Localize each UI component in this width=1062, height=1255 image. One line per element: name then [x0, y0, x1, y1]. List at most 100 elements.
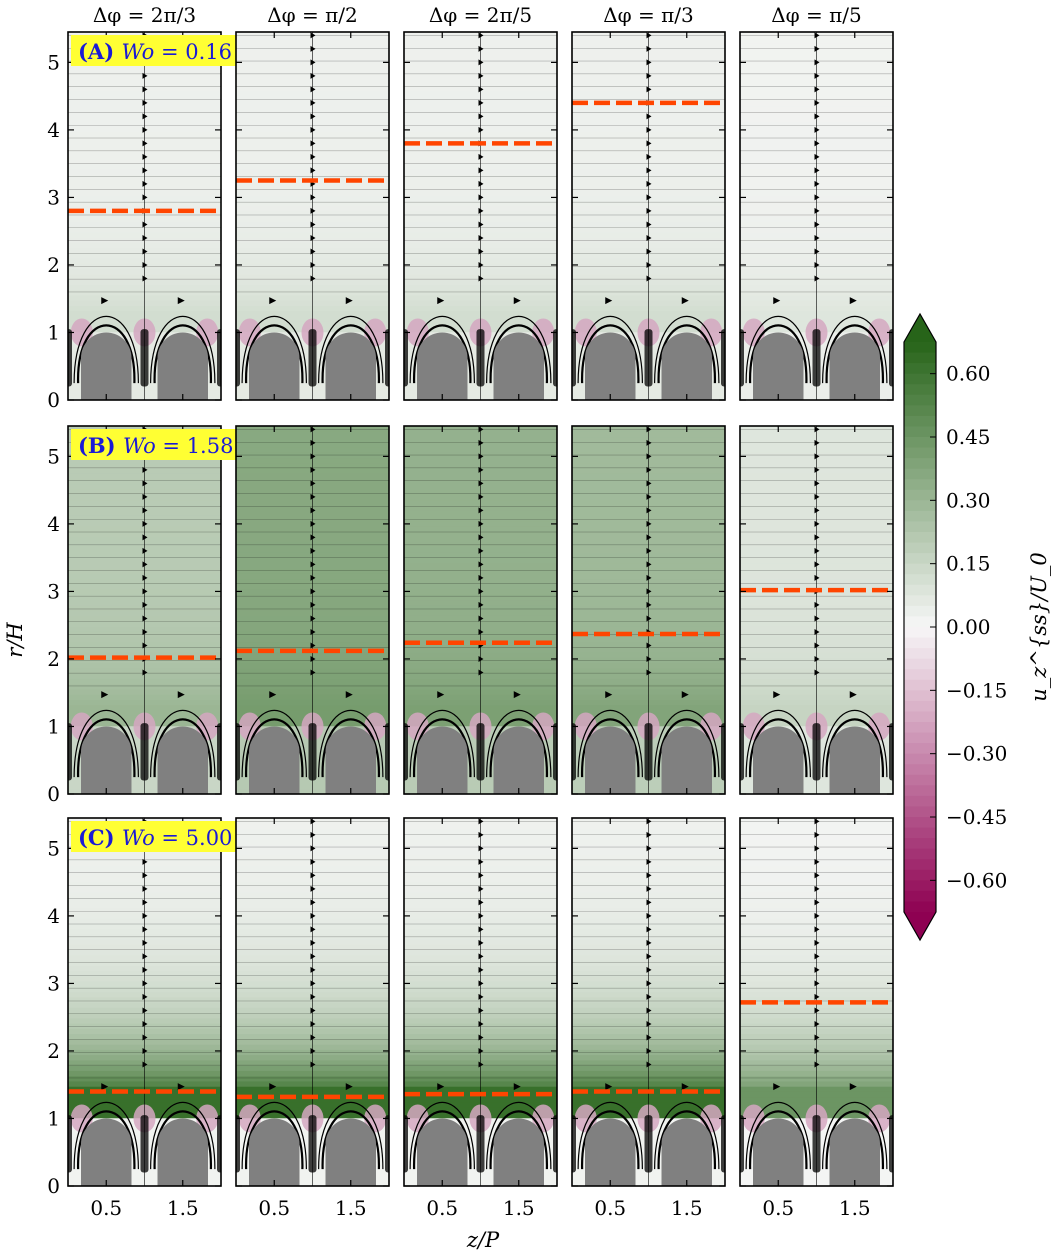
flow-arrow	[142, 194, 148, 201]
flow-arrow	[142, 99, 148, 106]
gap-streak	[740, 723, 744, 781]
flow-arrow	[269, 691, 277, 699]
panel-b-4	[571, 425, 726, 795]
flow-arrow	[478, 45, 484, 52]
obstacle	[493, 1118, 544, 1186]
flow-arrow	[310, 113, 316, 120]
panel-frame	[739, 31, 894, 401]
flow-arrow	[605, 297, 613, 305]
flow-arrow	[773, 691, 781, 699]
flow-arrow	[478, 818, 484, 825]
vortex-streamline	[241, 1101, 307, 1170]
flow-arrow	[345, 1083, 353, 1091]
flow-arrow	[646, 45, 652, 52]
flow-arrow	[814, 1020, 820, 1027]
flow-arrow	[310, 885, 316, 892]
flow-arrow	[310, 248, 316, 255]
flow-arrow	[310, 899, 316, 906]
colorbar-segment	[904, 795, 936, 807]
flow-arrow	[814, 953, 820, 960]
flow-arrow	[646, 561, 652, 568]
vortex-streamline	[73, 1101, 139, 1170]
colorbar-segment	[904, 479, 936, 491]
flow-arrow	[142, 615, 148, 622]
flow-arrow	[142, 1061, 148, 1068]
gap-streak	[889, 1115, 893, 1173]
gap-streak	[385, 723, 389, 781]
flow-arrow	[478, 1007, 484, 1014]
flow-arrow	[814, 926, 820, 933]
colorbar-segment	[904, 838, 936, 850]
flow-arrow	[646, 261, 652, 268]
flow-arrow	[646, 1020, 652, 1027]
flow-arrow	[814, 912, 820, 919]
gap-streak	[68, 329, 72, 387]
vortex-streamline	[150, 709, 216, 778]
panel-c-2: 0.5 1.5	[235, 817, 390, 1220]
colorbar-segment	[904, 363, 936, 375]
flow-arrow	[478, 466, 484, 473]
gap-streak	[68, 1115, 72, 1173]
flow-arrow	[142, 993, 148, 1000]
y-tick-label: 4	[47, 118, 60, 142]
colorbar-segment	[904, 574, 936, 586]
flow-arrow	[310, 574, 316, 581]
panel-frame	[67, 817, 222, 1187]
flow-arrow	[310, 99, 316, 106]
flow-arrow	[478, 899, 484, 906]
flow-arrow	[142, 534, 148, 541]
flow-arrow	[142, 547, 148, 554]
flow-arrow	[814, 993, 820, 1000]
flow-arrow	[310, 831, 316, 838]
panel-field	[404, 32, 557, 400]
obstacle	[585, 726, 636, 794]
vortex-streamline	[150, 1101, 216, 1170]
obstacle	[493, 726, 544, 794]
obstacle	[157, 1118, 208, 1186]
colorbar-segment	[904, 532, 936, 544]
flow-arrow	[310, 588, 316, 595]
flow-arrow	[478, 574, 484, 581]
flow-arrow	[478, 180, 484, 187]
panel-grid: 0 1 2 3 4 5 Δφ = 2π/3 (A) Wo = 0.16 Δφ = π/2 Δφ =…	[47, 3, 894, 1220]
vortex-streamline	[77, 1110, 136, 1170]
flow-arrow	[142, 912, 148, 919]
panel-field	[236, 32, 389, 400]
flow-arrow	[773, 297, 781, 305]
vortex-streamline	[577, 1101, 643, 1170]
obstacle	[325, 332, 376, 400]
row-label-value: = 1.58	[156, 434, 234, 458]
flow-arrow	[646, 939, 652, 946]
flow-arrow	[310, 912, 316, 919]
vortex-streamline	[489, 324, 548, 384]
colorbar-label: u_z^{ss}/U_0	[1027, 552, 1051, 702]
flow-arrow	[478, 831, 484, 838]
flow-arrow	[681, 1083, 689, 1091]
flow-arrow	[814, 885, 820, 892]
flow-arrow	[142, 248, 148, 255]
row-label: (C) Wo = 5.00	[78, 825, 232, 850]
colorbar-segment	[904, 405, 936, 417]
flow-arrow	[269, 1083, 277, 1091]
vortex-streamline	[245, 718, 304, 778]
flow-arrow	[814, 153, 820, 160]
panel-frame	[67, 31, 222, 401]
gap-streak	[572, 1115, 576, 1173]
flow-arrow	[513, 1083, 521, 1091]
panel-frame	[235, 817, 390, 1187]
colorbar-segment	[904, 510, 936, 522]
flow-arrow	[814, 561, 820, 568]
flow-arrow	[310, 1020, 316, 1027]
y-tick-label: 3	[47, 185, 60, 209]
colorbar-segment	[904, 437, 936, 449]
obstacle	[417, 1118, 468, 1186]
gap-streak	[385, 329, 389, 387]
panel-b-3	[403, 425, 558, 795]
flow-arrow	[814, 99, 820, 106]
panel-a-1: 0 1 2 3 4 5 Δφ = 2π/3 (A) Wo = 0.16	[47, 3, 241, 412]
flow-arrow	[814, 426, 820, 433]
flow-arrow	[478, 980, 484, 987]
flow-arrow	[310, 507, 316, 514]
gap-streak	[68, 723, 72, 781]
colorbar-segment	[904, 806, 936, 818]
